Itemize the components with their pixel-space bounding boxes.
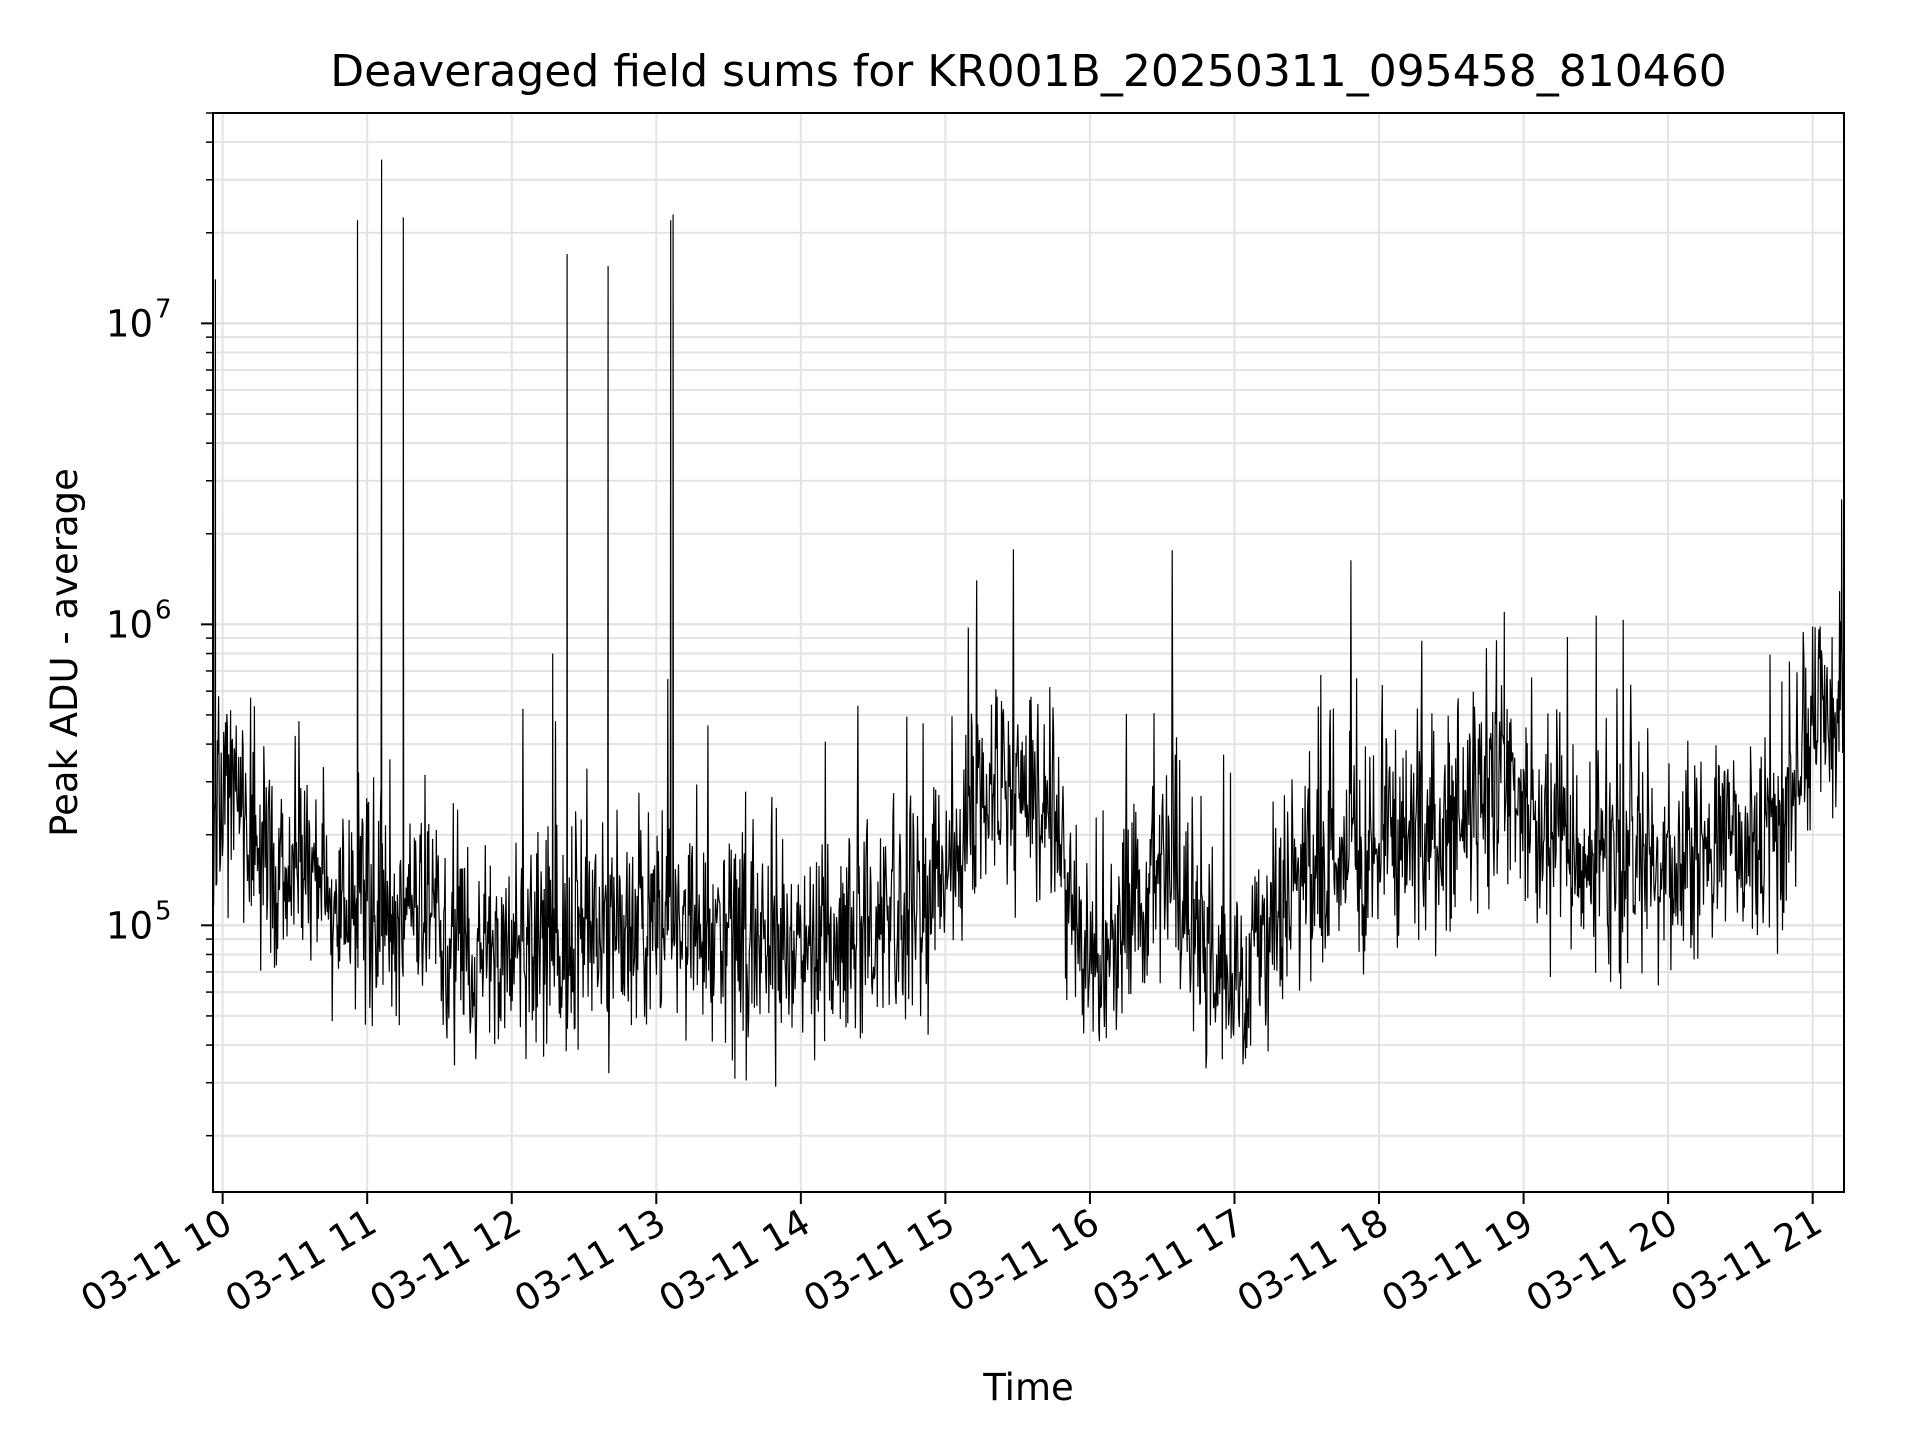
y-tick-exponent: 6 — [155, 595, 172, 625]
plot-frame — [212, 112, 1845, 1193]
y-tick-label: 10 — [106, 904, 153, 947]
y-axis-label: Peak ADU - average — [43, 468, 86, 837]
y-tick-label: 10 — [106, 603, 153, 646]
series-line — [213, 159, 1844, 1087]
x-axis-label: Time — [982, 1366, 1074, 1409]
plot-area — [213, 159, 1844, 1087]
y-tick-label: 10 — [106, 302, 153, 345]
y-tick-exponent: 5 — [155, 896, 172, 926]
y-tick-exponent: 7 — [155, 294, 172, 324]
chart-title: Deaveraged field sums for KR001B_2025031… — [330, 46, 1726, 97]
